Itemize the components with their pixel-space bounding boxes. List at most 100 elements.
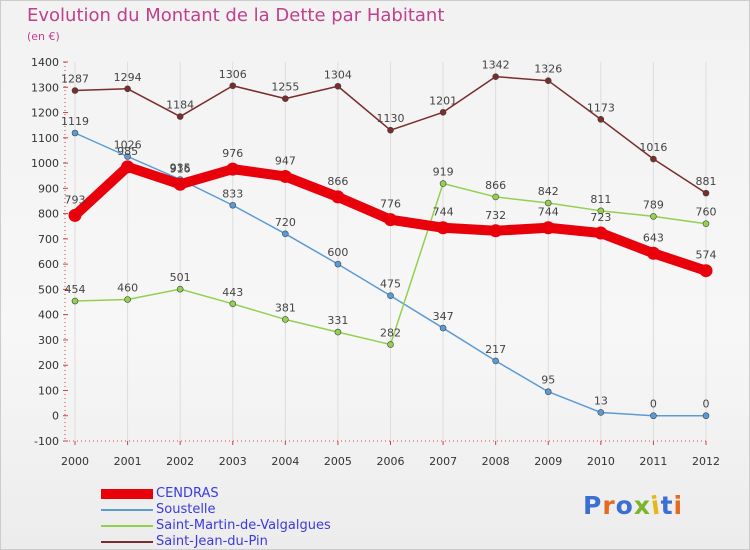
data-label-soustelle-2003: 833 xyxy=(222,187,243,200)
data-label-saint-martin-de-valgalgues-2004: 381 xyxy=(275,301,296,314)
data-label-saint-martin-de-valgalgues-2009: 842 xyxy=(538,185,559,198)
legend-label-saint-martin: Saint-Martin-de-Valgalgues xyxy=(156,518,331,533)
data-point-saint-martin-de-valgalgues-2011 xyxy=(650,213,657,220)
data-point-saint-jean-du-pin-2009 xyxy=(544,77,552,84)
legend: CENDRAS Soustelle Saint-Martin-de-Valgal… xyxy=(101,486,421,549)
data-point-cendras-2007 xyxy=(436,221,450,235)
data-point-saint-martin-de-valgalgues-2003 xyxy=(229,300,237,308)
data-label-saint-jean-du-pin-2004: 1255 xyxy=(271,81,299,94)
proxiti-logo: Proxiti xyxy=(583,490,684,520)
data-point-cendras-2011 xyxy=(646,246,660,260)
data-point-saint-martin-de-valgalgues-2002 xyxy=(176,285,184,293)
data-label-soustelle-2002: 935 xyxy=(170,161,191,174)
legend-item-soustelle: Soustelle xyxy=(101,502,421,518)
logo-letter: o xyxy=(615,491,634,520)
y-tick-label-900: 900 xyxy=(38,182,59,195)
data-point-soustelle-2012 xyxy=(702,412,710,420)
x-tick-label-2005: 2005 xyxy=(324,455,352,468)
data-point-soustelle-2007 xyxy=(439,324,447,332)
data-point-soustelle-2010 xyxy=(597,409,605,416)
x-tick-label-2003: 2003 xyxy=(219,455,247,468)
data-point-soustelle-2011 xyxy=(650,412,657,420)
data-label-soustelle-2004: 720 xyxy=(275,216,296,229)
data-label-saint-martin-de-valgalgues-2008: 866 xyxy=(485,179,506,192)
data-label-saint-jean-du-pin-2000: 1287 xyxy=(61,73,89,86)
data-point-saint-jean-du-pin-2000 xyxy=(71,87,79,94)
y-tick-label-1400: 1400 xyxy=(31,56,59,69)
data-point-saint-martin-de-valgalgues-2007 xyxy=(439,180,447,187)
data-point-saint-martin-de-valgalgues-2006 xyxy=(387,341,394,348)
y-tick-label-0: 0 xyxy=(52,410,59,423)
data-label-cendras-2006: 776 xyxy=(380,198,401,211)
legend-label-saint-jean: Saint-Jean-du-Pin xyxy=(156,534,268,549)
logo-letter: i xyxy=(673,491,684,520)
data-point-saint-jean-du-pin-2005 xyxy=(334,82,342,90)
data-label-soustelle-2006: 475 xyxy=(380,278,401,291)
data-label-cendras-2003: 976 xyxy=(222,147,243,160)
data-label-saint-martin-de-valgalgues-2011: 789 xyxy=(643,198,664,211)
data-label-cendras-2008: 732 xyxy=(485,209,506,222)
data-point-saint-jean-du-pin-2008 xyxy=(492,73,499,80)
logo-letter: P xyxy=(583,491,603,520)
data-label-cendras-2005: 866 xyxy=(327,175,348,188)
data-point-soustelle-2005 xyxy=(334,260,342,268)
legend-swatch-cendras xyxy=(101,489,153,499)
data-point-soustelle-2003 xyxy=(229,201,237,209)
data-point-saint-martin-de-valgalgues-2009 xyxy=(544,199,552,207)
y-tick-label-1000: 1000 xyxy=(31,157,59,170)
data-point-soustelle-2000 xyxy=(71,129,79,137)
y-tick-label-1100: 1100 xyxy=(31,132,59,145)
data-label-saint-martin-de-valgalgues-2003: 443 xyxy=(222,286,243,299)
data-point-saint-martin-de-valgalgues-2005 xyxy=(334,328,342,336)
legend-item-saint-martin: Saint-Martin-de-Valgalgues xyxy=(101,518,421,534)
data-label-saint-martin-de-valgalgues-2001: 460 xyxy=(117,282,138,295)
data-label-soustelle-2005: 600 xyxy=(327,246,348,259)
data-label-saint-martin-de-valgalgues-2006: 282 xyxy=(380,326,401,339)
data-label-cendras-2012: 574 xyxy=(696,249,717,262)
data-point-cendras-2004 xyxy=(278,169,292,183)
data-point-cendras-2009 xyxy=(541,221,555,235)
data-point-cendras-2001 xyxy=(121,160,135,174)
logo-letter: t xyxy=(660,491,674,520)
data-point-saint-jean-du-pin-2010 xyxy=(597,116,605,123)
data-label-saint-jean-du-pin-2012: 881 xyxy=(696,175,717,188)
data-point-cendras-2005 xyxy=(331,190,345,204)
data-label-cendras-2007: 744 xyxy=(433,206,454,219)
data-point-soustelle-2004 xyxy=(282,230,289,238)
data-point-cendras-2002 xyxy=(173,177,187,191)
y-tick-label-100: 100 xyxy=(38,384,59,397)
y-tick-label-1300: 1300 xyxy=(31,81,59,94)
y-tick-label-400: 400 xyxy=(38,309,59,322)
data-label-cendras-2001: 985 xyxy=(117,145,138,158)
x-tick-label-2002: 2002 xyxy=(166,455,194,468)
data-point-cendras-2000 xyxy=(68,208,82,222)
data-point-soustelle-2006 xyxy=(387,292,394,300)
data-point-saint-jean-du-pin-2001 xyxy=(124,85,131,93)
data-point-saint-martin-de-valgalgues-2000 xyxy=(71,297,79,305)
data-label-saint-jean-du-pin-2009: 1326 xyxy=(534,63,562,76)
data-label-soustelle-2011: 0 xyxy=(650,398,657,411)
data-label-saint-jean-du-pin-2008: 1342 xyxy=(482,59,510,72)
data-point-saint-martin-de-valgalgues-2001 xyxy=(124,296,131,303)
data-label-saint-martin-de-valgalgues-2000: 454 xyxy=(65,283,86,296)
x-tick-label-2012: 2012 xyxy=(692,455,720,468)
legend-label-soustelle: Soustelle xyxy=(156,502,216,517)
y-tick-label--100: -100 xyxy=(34,435,59,448)
data-label-saint-jean-du-pin-2003: 1306 xyxy=(219,68,247,81)
x-tick-label-2009: 2009 xyxy=(534,455,562,468)
y-tick-label-200: 200 xyxy=(38,359,59,372)
data-point-cendras-2008 xyxy=(489,224,503,238)
data-label-saint-jean-du-pin-2002: 1184 xyxy=(166,99,194,112)
data-label-saint-jean-du-pin-2007: 1201 xyxy=(429,94,457,107)
chart-subtitle: (en €) xyxy=(27,30,60,43)
legend-swatch-saint-martin xyxy=(101,525,153,527)
data-label-cendras-2009: 744 xyxy=(538,206,559,219)
data-label-soustelle-2012: 0 xyxy=(703,398,710,411)
data-label-cendras-2000: 793 xyxy=(65,193,86,206)
x-tick-label-2001: 2001 xyxy=(114,455,142,468)
data-point-cendras-2003 xyxy=(226,162,240,176)
data-point-cendras-2010 xyxy=(594,226,608,240)
legend-item-saint-jean: Saint-Jean-du-Pin xyxy=(101,534,421,549)
x-tick-label-2004: 2004 xyxy=(271,455,299,468)
